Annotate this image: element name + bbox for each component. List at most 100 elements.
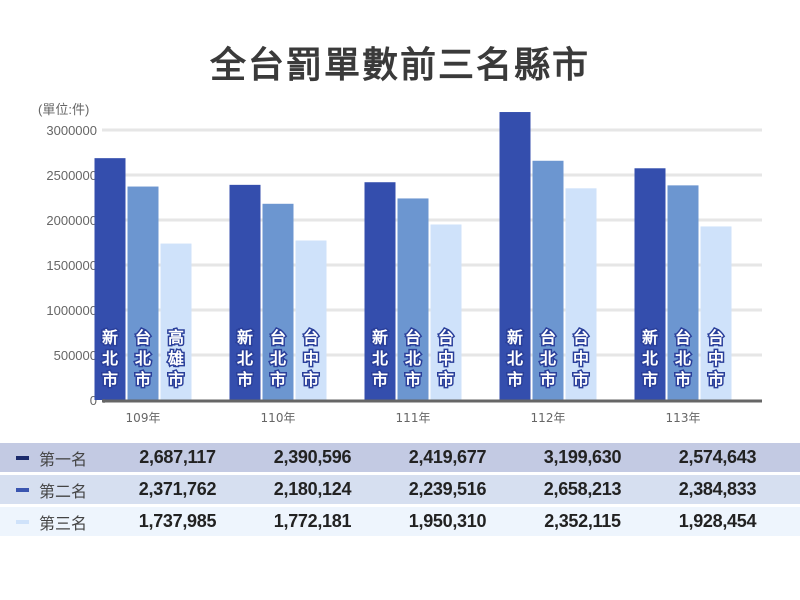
bar-2: [262, 203, 294, 400]
bar-label: 北: [237, 349, 253, 368]
bar-label: 北: [405, 349, 421, 368]
bar-label: 市: [438, 370, 454, 389]
x-tick-label: 111年: [396, 411, 431, 425]
bar-label: 市: [135, 370, 151, 389]
bar-label: 台: [708, 328, 724, 347]
y-tick-label: 2500000: [46, 168, 97, 183]
y-tick-label: 3000000: [46, 123, 97, 138]
bar-label: 市: [573, 370, 589, 389]
value-cell: 3,199,630: [543, 447, 622, 467]
bar-label: 市: [507, 370, 523, 389]
bar-2: [667, 185, 699, 400]
x-tick-label: 112年: [531, 411, 566, 425]
y-tick-label: 500000: [54, 348, 97, 363]
bar-3: [430, 224, 462, 400]
data-table: 第一名 2,687,117 2,390,596 2,419,677 3,199,630 2…: [0, 440, 800, 539]
bar-label: 新: [237, 328, 253, 347]
bar-label: 新: [102, 328, 118, 347]
padding-cell: [785, 475, 800, 504]
table-row: 第一名 2,687,117 2,390,596 2,419,677 3,199,630 2…: [0, 443, 800, 472]
value-cell: 2,239,516: [408, 479, 487, 499]
bar-label: 台: [270, 328, 286, 347]
bar-label: 台: [675, 328, 691, 347]
bar-label: 台: [438, 328, 454, 347]
bar-label: 高: [168, 328, 184, 347]
value-cell: 2,574,643: [678, 447, 757, 467]
chart-title: 全台罰單數前三名縣市: [209, 45, 590, 86]
bar-3: [700, 226, 732, 400]
series-name-cell: 第二名: [0, 475, 110, 504]
bar-chart: (單位:件) 0 500000 1000000 1500000 2000000 250000…: [38, 102, 762, 425]
bar-label: 台: [573, 328, 589, 347]
bar-2: [532, 160, 564, 400]
value-cell: 1,950,310: [408, 511, 487, 531]
bar-label: 北: [102, 349, 118, 368]
series-name: 第二名: [39, 481, 88, 501]
series-name: 第一名: [39, 449, 88, 469]
value-cell: 2,352,115: [544, 511, 621, 531]
bar-3: [160, 243, 192, 400]
bar-label: 中: [573, 349, 589, 368]
bar-label: 雄: [167, 349, 184, 368]
legend-marker-icon: [16, 456, 29, 460]
series-name-cell: 第三名: [0, 507, 110, 536]
table-row: 第三名 1,737,985 1,772,181 1,950,310 2,352,115 1…: [0, 507, 800, 536]
bar-label: 市: [303, 370, 319, 389]
x-tick-label: 109年: [126, 411, 161, 425]
series-name-cell: 第一名: [0, 443, 110, 472]
bar-label: 市: [708, 370, 724, 389]
value-cell: 2,384,833: [678, 479, 757, 499]
legend-marker-icon: [16, 488, 29, 492]
x-tick-label: 113年: [666, 411, 701, 425]
bar-2: [127, 186, 159, 400]
bar-label: 北: [642, 349, 658, 368]
value-cell: 1,737,985: [138, 511, 217, 531]
bar-label: 市: [540, 370, 556, 389]
bar-label: 台: [405, 328, 421, 347]
x-tick-label: 110年: [261, 411, 296, 425]
bar-label: 新: [642, 328, 658, 347]
bar-3: [565, 188, 597, 400]
bar-label: 新: [507, 328, 523, 347]
bar-label: 市: [102, 370, 118, 389]
bar-label: 市: [642, 370, 658, 389]
legend-marker-icon: [16, 520, 29, 524]
bar-label: 中: [303, 349, 319, 368]
bar-label: 市: [372, 370, 388, 389]
padding-cell: [785, 507, 800, 536]
bar-label: 市: [675, 370, 691, 389]
y-tick-label: 2000000: [46, 213, 97, 228]
bar-label: 北: [372, 349, 388, 368]
value-cell: 2,658,213: [543, 479, 622, 499]
bar-label: 市: [237, 370, 253, 389]
bar-label: 北: [675, 349, 691, 368]
bar-label: 北: [135, 349, 151, 368]
bar-label: 市: [168, 370, 184, 389]
value-cell: 2,419,677: [408, 447, 487, 467]
bar-1: [229, 184, 261, 400]
value-cell: 2,180,124: [273, 479, 352, 499]
bar-label: 新: [372, 328, 388, 347]
bar-label: 台: [540, 328, 556, 347]
bar-label: 市: [405, 370, 421, 389]
value-cell: 2,390,596: [273, 447, 352, 467]
series-name: 第三名: [39, 513, 88, 533]
bar-label: 中: [438, 349, 454, 368]
table-row: 第二名 2,371,762 2,180,124 2,239,516 2,658,213 2…: [0, 475, 800, 504]
value-cell: 1,772,181: [273, 511, 352, 531]
value-cell: 2,371,762: [138, 479, 217, 499]
y-axis-unit-label: (單位:件): [38, 102, 89, 117]
bar-1: [364, 182, 396, 400]
bar-2: [397, 198, 429, 400]
bar-1: [499, 112, 531, 401]
padding-cell: [785, 443, 800, 472]
bar-label: 台: [135, 328, 151, 347]
y-tick-label: 1500000: [46, 258, 97, 273]
bar-3: [295, 240, 327, 400]
bar-1: [94, 158, 126, 400]
bar-label: 北: [270, 349, 286, 368]
value-cell: 2,687,117: [139, 447, 216, 467]
value-cell: 1,928,454: [678, 511, 757, 531]
y-tick-label: 1000000: [46, 303, 97, 318]
bar-label: 市: [270, 370, 286, 389]
